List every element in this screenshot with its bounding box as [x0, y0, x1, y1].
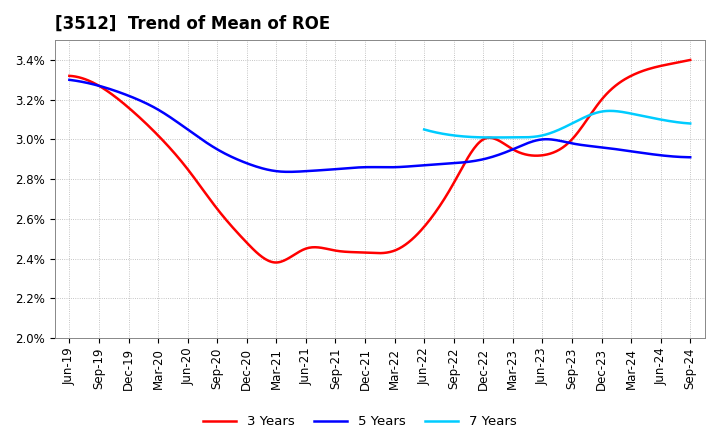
5 Years — [457, 160, 466, 165]
7 Years — [488, 135, 497, 140]
Text: [3512]  Trend of Mean of ROE: [3512] Trend of Mean of ROE — [55, 15, 330, 33]
5 Years — [284, 169, 293, 175]
7 Years — [606, 108, 614, 114]
7 Years — [615, 109, 624, 114]
Line: 3 Years: 3 Years — [69, 60, 690, 263]
5 Years — [267, 168, 276, 173]
3 Years — [686, 57, 695, 62]
3 Years — [515, 150, 523, 155]
7 Years — [420, 127, 428, 132]
7 Years — [507, 135, 516, 140]
5 Years — [686, 154, 695, 160]
7 Years — [588, 111, 596, 117]
Legend: 3 Years, 5 Years, 7 Years: 3 Years, 5 Years, 7 Years — [198, 410, 522, 433]
3 Years — [518, 151, 526, 156]
Line: 7 Years: 7 Years — [424, 111, 690, 137]
3 Years — [312, 245, 321, 250]
7 Years — [526, 135, 534, 140]
7 Years — [686, 121, 695, 126]
3 Years — [140, 119, 148, 124]
3 Years — [457, 166, 466, 172]
5 Years — [140, 100, 148, 105]
7 Years — [613, 109, 622, 114]
5 Years — [312, 168, 321, 173]
7 Years — [452, 133, 461, 138]
3 Years — [267, 259, 276, 264]
5 Years — [518, 143, 526, 148]
5 Years — [65, 77, 73, 82]
5 Years — [515, 144, 523, 149]
3 Years — [272, 260, 281, 265]
3 Years — [65, 73, 73, 78]
Line: 5 Years: 5 Years — [69, 80, 690, 172]
